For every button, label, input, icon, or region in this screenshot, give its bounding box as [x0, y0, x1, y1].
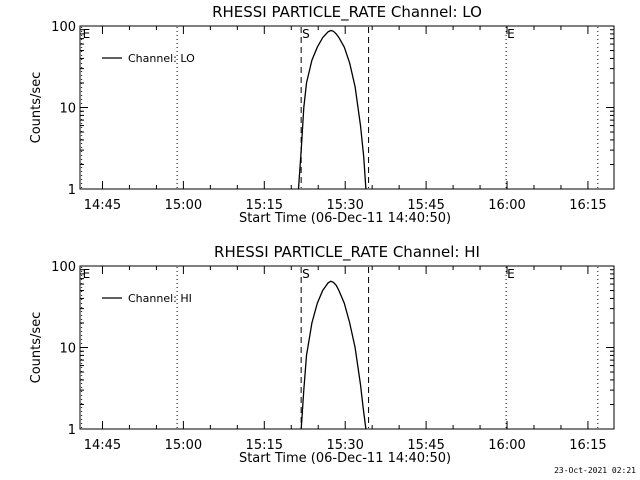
plot-frame — [79, 25, 615, 190]
x-tick-label: 15:45 — [407, 198, 444, 213]
y-tick-label: 100 — [51, 260, 76, 275]
chart-panel-1: RHESSI PARTICLE_RATE Channel: LO 14:45 15:… — [29, 3, 615, 226]
chart-title: RHESSI PARTICLE_RATE Channel: LO — [212, 3, 482, 22]
x-axis-label: Start Time (06-Dec-11 14:40:50) — [239, 211, 451, 226]
legend-label: Channel: HI — [128, 292, 192, 305]
x-tick-label: 14:45 — [84, 198, 121, 213]
legend-label: Channel: LO — [128, 52, 195, 65]
y-tick-label: 1 — [68, 423, 76, 438]
event-marker-label: S — [302, 267, 310, 281]
x-tick-label: 15:30 — [326, 198, 363, 213]
chart-panel-2: RHESSI PARTICLE_RATE Channel: HI 14:45 15:… — [29, 243, 615, 466]
y-tick-label: 10 — [59, 342, 76, 357]
x-tick-label: 16:00 — [488, 438, 525, 453]
y-tick-label: 10 — [59, 102, 76, 117]
y-axis-label: Counts/sec — [29, 72, 44, 144]
x-tick-label: 16:00 — [488, 198, 525, 213]
x-tick-label: 15:15 — [246, 438, 283, 453]
x-tick-label: 16:15 — [569, 438, 606, 453]
plot-frame — [79, 265, 615, 430]
x-tick-label: 15:00 — [165, 438, 202, 453]
event-marker-label: E — [507, 27, 515, 41]
event-marker-label: S — [302, 27, 310, 41]
y-axis-label: Counts/sec — [29, 312, 44, 384]
event-marker-label: E — [83, 267, 91, 281]
y-tick-label: 1 — [68, 183, 76, 198]
x-tick-label: 15:00 — [165, 198, 202, 213]
chart-title: RHESSI PARTICLE_RATE Channel: HI — [214, 243, 480, 262]
x-tick-label: 15:30 — [326, 438, 363, 453]
series-line — [300, 280, 367, 430]
x-tick-label: 16:15 — [569, 198, 606, 213]
event-marker-label: E — [507, 267, 515, 281]
x-tick-label: 15:15 — [246, 198, 283, 213]
x-tick-label: 15:45 — [407, 438, 444, 453]
footer-timestamp: 23-Oct-2021 02:21 — [554, 466, 636, 475]
event-marker-label: E — [83, 27, 91, 41]
series-line — [297, 29, 367, 190]
x-tick-label: 14:45 — [84, 438, 121, 453]
y-tick-label: 100 — [51, 20, 76, 35]
x-axis-label: Start Time (06-Dec-11 14:40:50) — [239, 451, 451, 466]
